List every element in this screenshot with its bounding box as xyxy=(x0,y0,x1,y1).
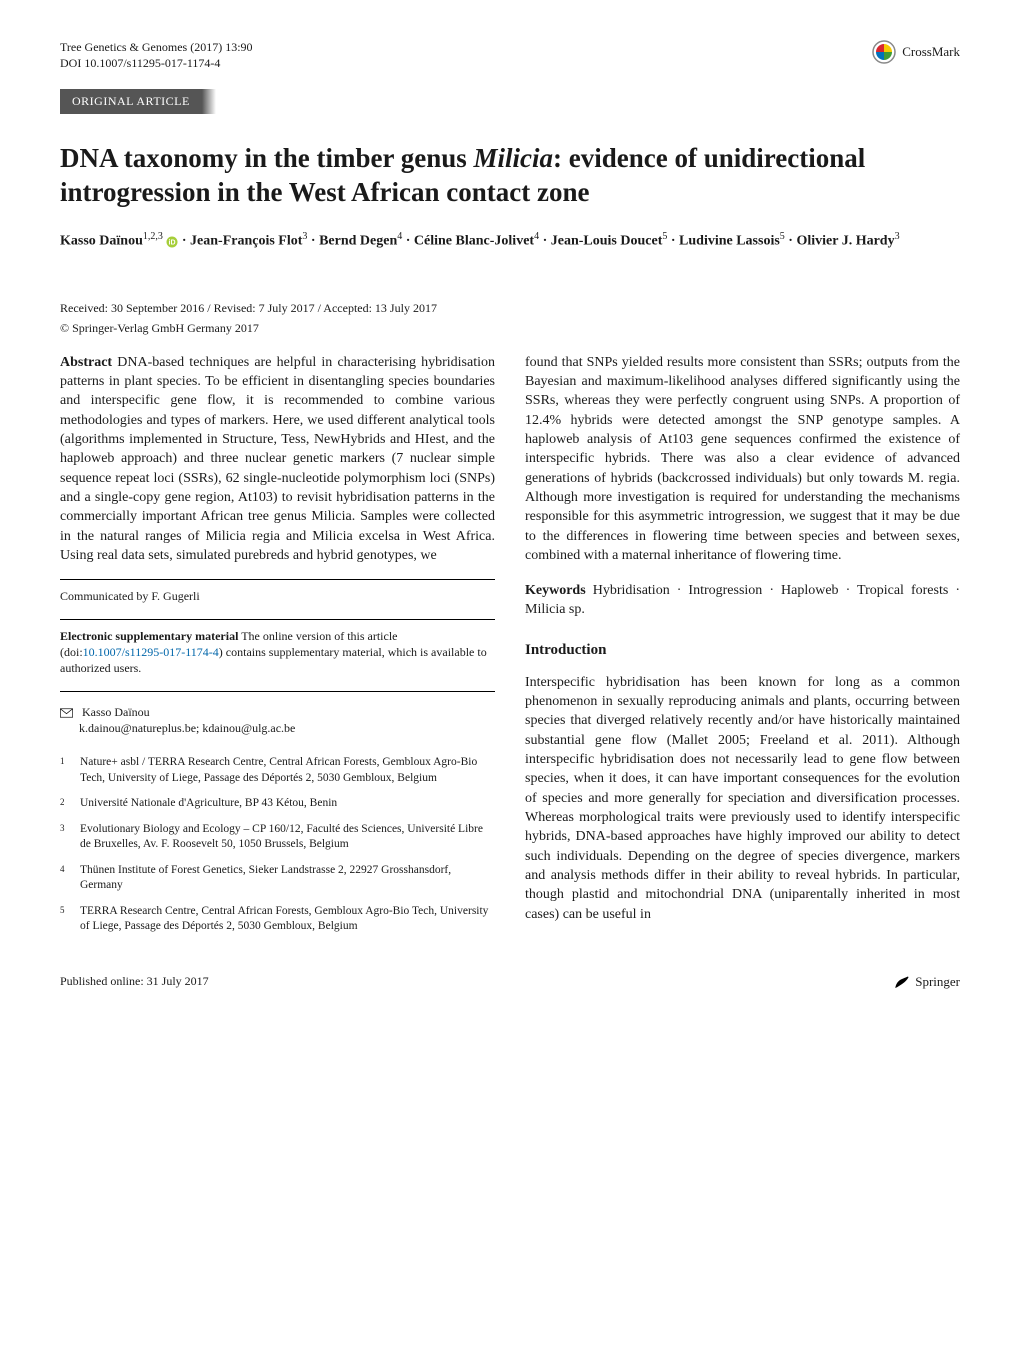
keywords-label: Keywords xyxy=(525,583,586,598)
intro-heading: Introduction xyxy=(525,640,960,661)
corresponding-author: Kasso Daïnou k.dainou@natureplus.be; kda… xyxy=(60,704,495,738)
affiliation-text: Thünen Institute of Forest Genetics, Sie… xyxy=(80,863,495,894)
divider xyxy=(60,691,495,692)
keywords: Keywords Hybridisation · Introgression ·… xyxy=(525,581,960,620)
article-title: DNA taxonomy in the timber genus Milicia… xyxy=(60,142,960,210)
crossmark-label: CrossMark xyxy=(902,43,960,61)
communicated-by: Communicated by F. Gugerli xyxy=(60,588,495,605)
affiliation-list: 1 Nature+ asbl / TERRA Research Centre, C… xyxy=(60,755,495,935)
title-genus: Milicia xyxy=(474,143,554,173)
affiliation-number: 5 xyxy=(60,904,70,935)
journal-doi: DOI 10.1007/s11295-017-1174-4 xyxy=(60,56,253,72)
crossmark-badge[interactable]: CrossMark xyxy=(872,40,960,64)
title-text-pre: DNA taxonomy in the timber genus xyxy=(60,143,474,173)
article-type-bar: ORIGINAL ARTICLE xyxy=(60,89,202,114)
divider xyxy=(60,619,495,620)
corr-emails: k.dainou@natureplus.be; kdainou@ulg.ac.b… xyxy=(79,720,495,737)
page-header: Tree Genetics & Genomes (2017) 13:90 DOI… xyxy=(60,40,960,71)
affiliation-item: 2 Université Nationale d'Agriculture, BP … xyxy=(60,796,495,812)
affiliation-number: 1 xyxy=(60,755,70,786)
supplementary-material: Electronic supplementary material The on… xyxy=(60,628,495,677)
left-column: Abstract DNA-based techniques are helpfu… xyxy=(60,353,495,945)
affiliation-number: 4 xyxy=(60,863,70,894)
author-list: Kasso Daïnou1,2,3 iD · Jean-François Flo… xyxy=(60,229,960,252)
affiliation-number: 2 xyxy=(60,796,70,812)
two-column-layout: Abstract DNA-based techniques are helpfu… xyxy=(60,353,960,945)
abstract-right: found that SNPs yielded results more con… xyxy=(525,353,960,565)
affiliation-item: 3 Evolutionary Biology and Ecology – CP 1… xyxy=(60,822,495,853)
affiliation-item: 4 Thünen Institute of Forest Genetics, Si… xyxy=(60,863,495,894)
crossmark-icon xyxy=(872,40,896,64)
published-online: Published online: 31 July 2017 xyxy=(60,973,209,990)
publisher-name: Springer xyxy=(915,973,960,991)
abstract-left: Abstract DNA-based techniques are helpfu… xyxy=(60,353,495,565)
journal-info: Tree Genetics & Genomes (2017) 13:90 DOI… xyxy=(60,40,253,71)
affiliation-item: 1 Nature+ asbl / TERRA Research Centre, C… xyxy=(60,755,495,786)
intro-body: Interspecific hybridisation has been kno… xyxy=(525,673,960,924)
divider xyxy=(60,579,495,580)
affiliation-text: TERRA Research Centre, Central African F… xyxy=(80,904,495,935)
publisher-logo: Springer xyxy=(893,973,960,991)
journal-citation: Tree Genetics & Genomes (2017) 13:90 xyxy=(60,40,253,56)
copyright: © Springer-Verlag GmbH Germany 2017 xyxy=(60,320,960,337)
mail-icon xyxy=(60,708,73,718)
affiliation-text: Evolutionary Biology and Ecology – CP 16… xyxy=(80,822,495,853)
keywords-text: Hybridisation · Introgression · Haploweb… xyxy=(525,583,960,617)
right-column: found that SNPs yielded results more con… xyxy=(525,353,960,945)
supp-doi-link[interactable]: 10.1007/s11295-017-1174-4 xyxy=(83,645,219,659)
abstract-label: Abstract xyxy=(60,355,112,370)
springer-horse-icon xyxy=(893,973,911,991)
corr-name: Kasso Daïnou xyxy=(82,705,150,719)
affiliation-number: 3 xyxy=(60,822,70,853)
affiliation-text: Nature+ asbl / TERRA Research Centre, Ce… xyxy=(80,755,495,786)
article-dates: Received: 30 September 2016 / Revised: 7… xyxy=(60,300,960,317)
supp-label: Electronic supplementary material xyxy=(60,629,238,643)
affiliation-item: 5 TERRA Research Centre, Central African … xyxy=(60,904,495,935)
page-footer: Published online: 31 July 2017 Springer xyxy=(60,973,960,991)
svg-text:iD: iD xyxy=(169,239,176,246)
affiliation-text: Université Nationale d'Agriculture, BP 4… xyxy=(80,796,337,812)
abstract-left-body: DNA-based techniques are helpful in char… xyxy=(60,355,495,563)
